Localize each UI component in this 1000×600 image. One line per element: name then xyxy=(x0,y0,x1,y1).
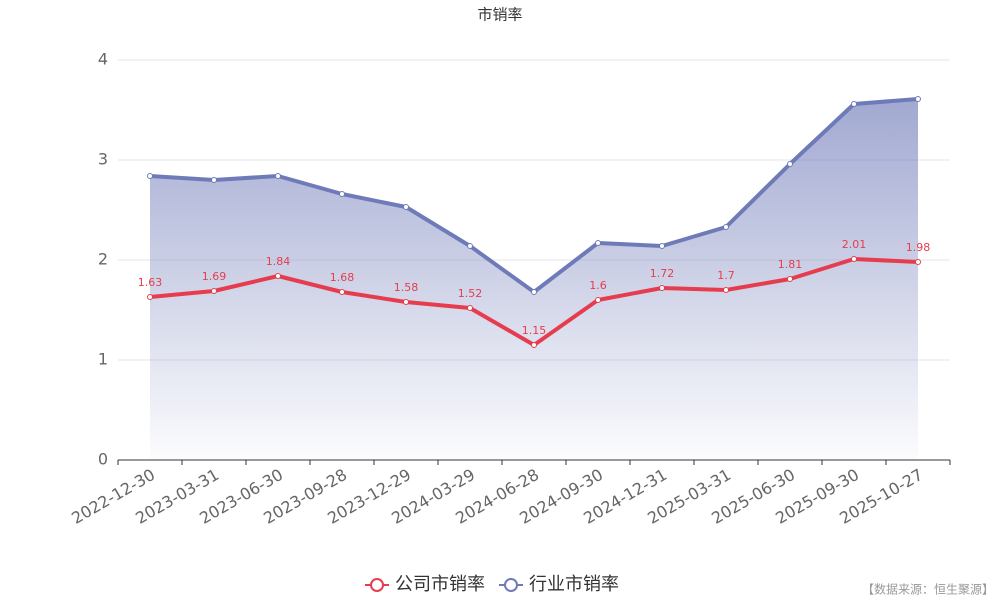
y-tick-label: 4 xyxy=(98,50,108,69)
point xyxy=(339,191,345,197)
data-label: 1.52 xyxy=(458,287,483,300)
data-label: 1.68 xyxy=(330,271,355,284)
source-note: 【数据来源：恒生聚源】 xyxy=(862,582,994,597)
point xyxy=(659,243,665,249)
data-label: 1.58 xyxy=(394,281,419,294)
point xyxy=(531,342,537,348)
data-label: 2.01 xyxy=(842,238,867,251)
area xyxy=(150,99,918,460)
point xyxy=(211,288,217,294)
point xyxy=(211,177,217,183)
point xyxy=(851,256,857,262)
point xyxy=(723,287,729,293)
point xyxy=(467,305,473,311)
point xyxy=(851,101,857,107)
y-tick-label: 0 xyxy=(98,450,108,469)
point xyxy=(147,294,153,300)
y-tick-label: 2 xyxy=(98,250,108,269)
data-label: 1.7 xyxy=(717,269,735,282)
data-label: 1.63 xyxy=(138,276,163,289)
point xyxy=(403,299,409,305)
point xyxy=(467,243,473,249)
point xyxy=(659,285,665,291)
legend-item: 公司市销率 xyxy=(365,574,485,595)
chart-title: 市销率 xyxy=(477,6,522,24)
legend-item: 行业市销率 xyxy=(499,574,619,595)
point xyxy=(339,289,345,295)
point xyxy=(723,224,729,230)
point xyxy=(595,297,601,303)
point xyxy=(275,173,281,179)
point xyxy=(531,289,537,295)
point xyxy=(915,259,921,265)
point xyxy=(403,204,409,210)
point xyxy=(595,240,601,246)
point xyxy=(787,276,793,282)
data-label: 1.6 xyxy=(589,279,607,292)
legend-label: 公司市销率 xyxy=(395,574,485,595)
data-label: 1.81 xyxy=(778,258,803,271)
data-label: 1.84 xyxy=(266,255,291,268)
y-tick-label: 1 xyxy=(98,350,108,369)
point xyxy=(915,96,921,102)
point xyxy=(147,173,153,179)
data-label: 1.72 xyxy=(650,267,675,280)
data-label: 1.69 xyxy=(202,270,227,283)
point xyxy=(787,161,793,167)
legend-marker xyxy=(370,578,384,592)
data-label: 1.15 xyxy=(522,324,547,337)
legend-marker xyxy=(504,578,518,592)
point xyxy=(275,273,281,279)
data-label: 1.98 xyxy=(906,241,931,254)
legend-label: 行业市销率 xyxy=(529,574,619,595)
y-tick-label: 3 xyxy=(98,150,108,169)
